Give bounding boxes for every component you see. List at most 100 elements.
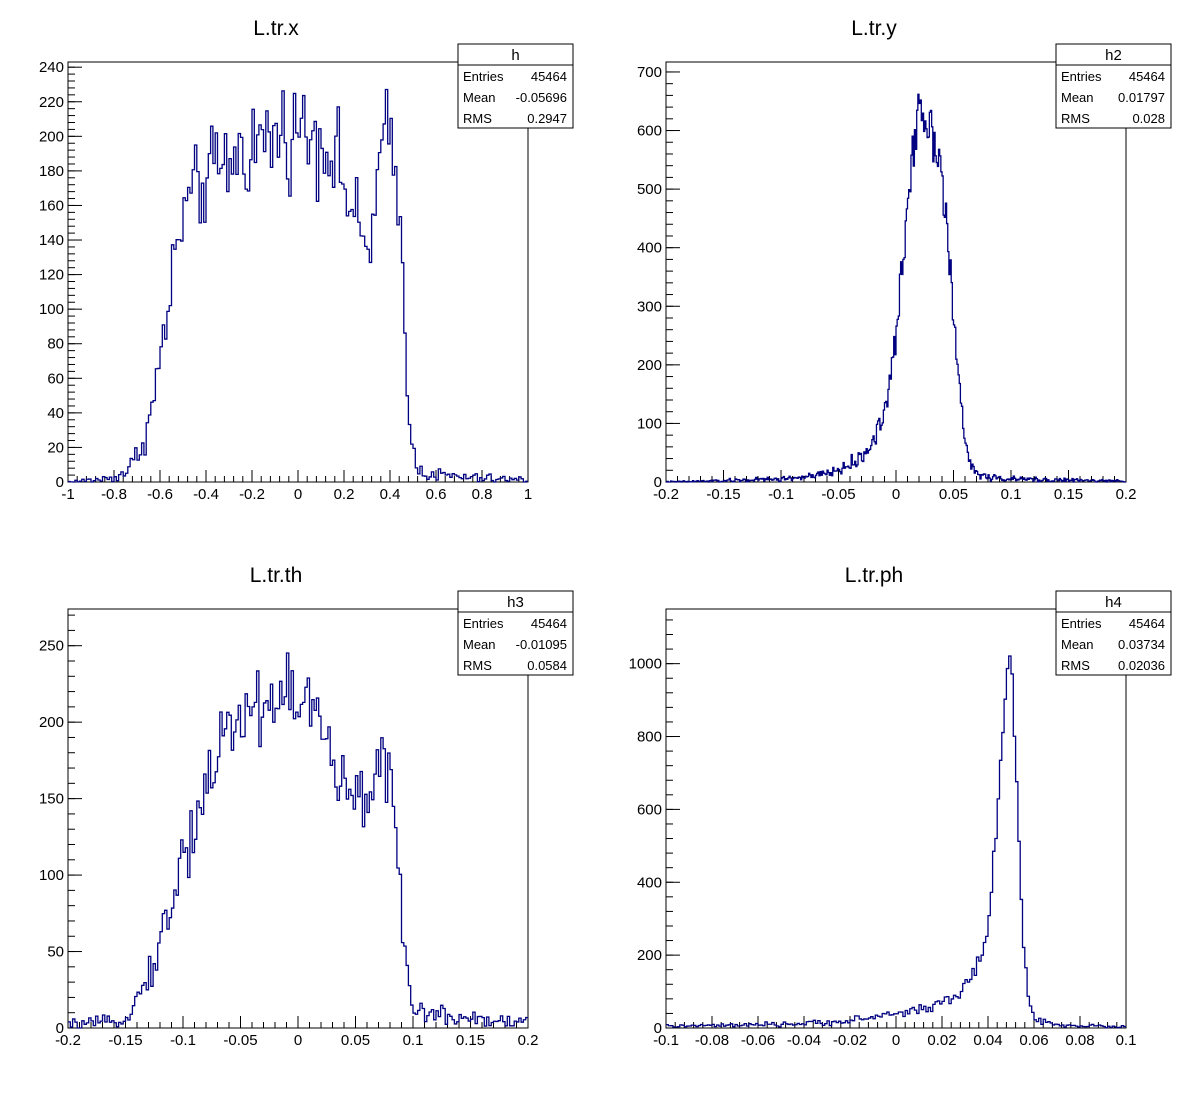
y-tick-label: 0 bbox=[654, 1020, 662, 1037]
x-tick-label: -0.8 bbox=[101, 486, 127, 503]
stats-label-rms: RMS bbox=[463, 658, 492, 673]
y-tick-label: 20 bbox=[47, 439, 64, 456]
x-tick-label: -0.05 bbox=[223, 1032, 257, 1049]
y-tick-label: 200 bbox=[637, 947, 662, 964]
y-tick-label: 300 bbox=[637, 298, 662, 315]
y-tick-label: 80 bbox=[47, 336, 64, 353]
x-tick-label: 0.1 bbox=[403, 1032, 424, 1049]
stats-value-mean: -0.05696 bbox=[516, 90, 567, 105]
chart-title: L.tr.y bbox=[851, 17, 897, 40]
x-tick-label: -0.04 bbox=[787, 1032, 821, 1049]
histogram-line bbox=[68, 89, 528, 482]
stats-histogram-name: h bbox=[511, 47, 519, 64]
x-tick-label: -0.1 bbox=[170, 1032, 196, 1049]
y-tick-label: 120 bbox=[39, 267, 64, 284]
x-tick-label: 0.8 bbox=[472, 486, 493, 503]
x-tick-label: 0.2 bbox=[518, 1032, 539, 1049]
stats-label-entries: Entries bbox=[463, 616, 504, 631]
y-tick-label: 240 bbox=[39, 59, 64, 76]
y-tick-label: 200 bbox=[39, 714, 64, 731]
x-tick-label: -0.06 bbox=[741, 1032, 775, 1049]
histogram-line bbox=[666, 656, 1126, 1028]
x-tick-label: 0.15 bbox=[1054, 486, 1083, 503]
x-tick-label: -0.15 bbox=[108, 1032, 142, 1049]
stats-label-mean: Mean bbox=[463, 90, 496, 105]
y-tick-label: 140 bbox=[39, 232, 64, 249]
y-tick-label: 50 bbox=[47, 944, 64, 961]
y-tick-label: 220 bbox=[39, 94, 64, 111]
y-tick-label: 200 bbox=[637, 357, 662, 374]
y-tick-label: 0 bbox=[56, 1020, 64, 1037]
histogram-panel-3: L.tr.th -0.2 -0.15 -0.1 -0.05 0 0.05 0.1 0.15 0.2… bbox=[39, 564, 573, 1049]
x-tick-label: -0.6 bbox=[147, 486, 173, 503]
x-tick-label: 0.06 bbox=[1019, 1032, 1048, 1049]
x-tick-label: 0.08 bbox=[1065, 1032, 1094, 1049]
y-tick-label: 100 bbox=[39, 867, 64, 884]
stats-label-entries: Entries bbox=[1061, 69, 1102, 84]
chart-title: L.tr.ph bbox=[845, 564, 903, 587]
x-tick-label: 0.05 bbox=[939, 486, 968, 503]
histogram-panel-1: L.tr.x -1 -0.8 -0.6 -0.4 -0.2 0 0.2 0.4 0.6 0.8 1 0 2… bbox=[39, 17, 573, 503]
stats-value-mean: 0.01797 bbox=[1118, 90, 1165, 105]
y-tick-label: 100 bbox=[637, 415, 662, 432]
y-tick-label: 200 bbox=[39, 128, 64, 145]
stats-histogram-name: h3 bbox=[507, 594, 524, 611]
stats-histogram-name: h4 bbox=[1105, 594, 1122, 611]
stats-value-entries: 45464 bbox=[531, 69, 567, 84]
chart-title: L.tr.th bbox=[250, 564, 303, 587]
histogram-line bbox=[666, 94, 1126, 482]
stats-value-entries: 45464 bbox=[1129, 69, 1165, 84]
stats-label-rms: RMS bbox=[463, 111, 492, 126]
y-tick-label: 180 bbox=[39, 163, 64, 180]
stats-box: h3Entries 45464Mean -0.01095RMS 0.0584 bbox=[458, 591, 573, 675]
x-tick-label: -0.15 bbox=[706, 486, 740, 503]
stats-label-rms: RMS bbox=[1061, 658, 1090, 673]
x-tick-label: 0.1 bbox=[1001, 486, 1022, 503]
x-tick-label: -0.08 bbox=[695, 1032, 729, 1049]
stats-label-mean: Mean bbox=[1061, 637, 1094, 652]
x-tick-label: 0.2 bbox=[334, 486, 355, 503]
stats-value-entries: 45464 bbox=[531, 616, 567, 631]
x-tick-label: -0.02 bbox=[833, 1032, 867, 1049]
y-tick-label: 250 bbox=[39, 638, 64, 655]
stats-value-entries: 45464 bbox=[1129, 616, 1165, 631]
y-tick-label: 600 bbox=[637, 801, 662, 818]
y-tick-label: 60 bbox=[47, 370, 64, 387]
x-tick-label: 0.04 bbox=[973, 1032, 1002, 1049]
stats-value-rms: 0.02036 bbox=[1118, 658, 1165, 673]
chart-title: L.tr.x bbox=[253, 17, 299, 40]
x-tick-label: 0.2 bbox=[1116, 486, 1137, 503]
x-tick-label: -0.4 bbox=[193, 486, 219, 503]
x-tick-label: 0.05 bbox=[341, 1032, 370, 1049]
stats-label-mean: Mean bbox=[463, 637, 496, 652]
x-tick-label: 0.4 bbox=[380, 486, 401, 503]
y-tick-label: 400 bbox=[637, 240, 662, 257]
y-tick-label: 1000 bbox=[629, 656, 662, 673]
histogram-panel-4: L.tr.ph -0.1 -0.08 -0.06 -0.04 -0.02 0 0.02 0.04… bbox=[629, 564, 1171, 1049]
stats-value-rms: 0.028 bbox=[1132, 111, 1165, 126]
y-tick-label: 0 bbox=[654, 474, 662, 491]
y-tick-label: 700 bbox=[637, 64, 662, 81]
x-tick-label: 1 bbox=[524, 486, 532, 503]
x-tick-label: -0.2 bbox=[239, 486, 265, 503]
y-tick-label: 500 bbox=[637, 181, 662, 198]
y-tick-label: 400 bbox=[637, 874, 662, 891]
y-tick-label: 800 bbox=[637, 729, 662, 746]
x-tick-label: 0 bbox=[892, 1032, 900, 1049]
stats-label-entries: Entries bbox=[1061, 616, 1102, 631]
stats-label-entries: Entries bbox=[463, 69, 504, 84]
y-tick-label: 160 bbox=[39, 197, 64, 214]
y-tick-label: 100 bbox=[39, 301, 64, 318]
x-tick-label: 0.6 bbox=[426, 486, 447, 503]
stats-label-mean: Mean bbox=[1061, 90, 1094, 105]
x-tick-label: 0.02 bbox=[927, 1032, 956, 1049]
stats-value-rms: 0.0584 bbox=[527, 658, 567, 673]
stats-value-mean: 0.03734 bbox=[1118, 637, 1165, 652]
x-tick-label: 0 bbox=[892, 486, 900, 503]
x-tick-label: 0 bbox=[294, 1032, 302, 1049]
y-tick-label: 150 bbox=[39, 791, 64, 808]
x-tick-label: -0.05 bbox=[821, 486, 855, 503]
